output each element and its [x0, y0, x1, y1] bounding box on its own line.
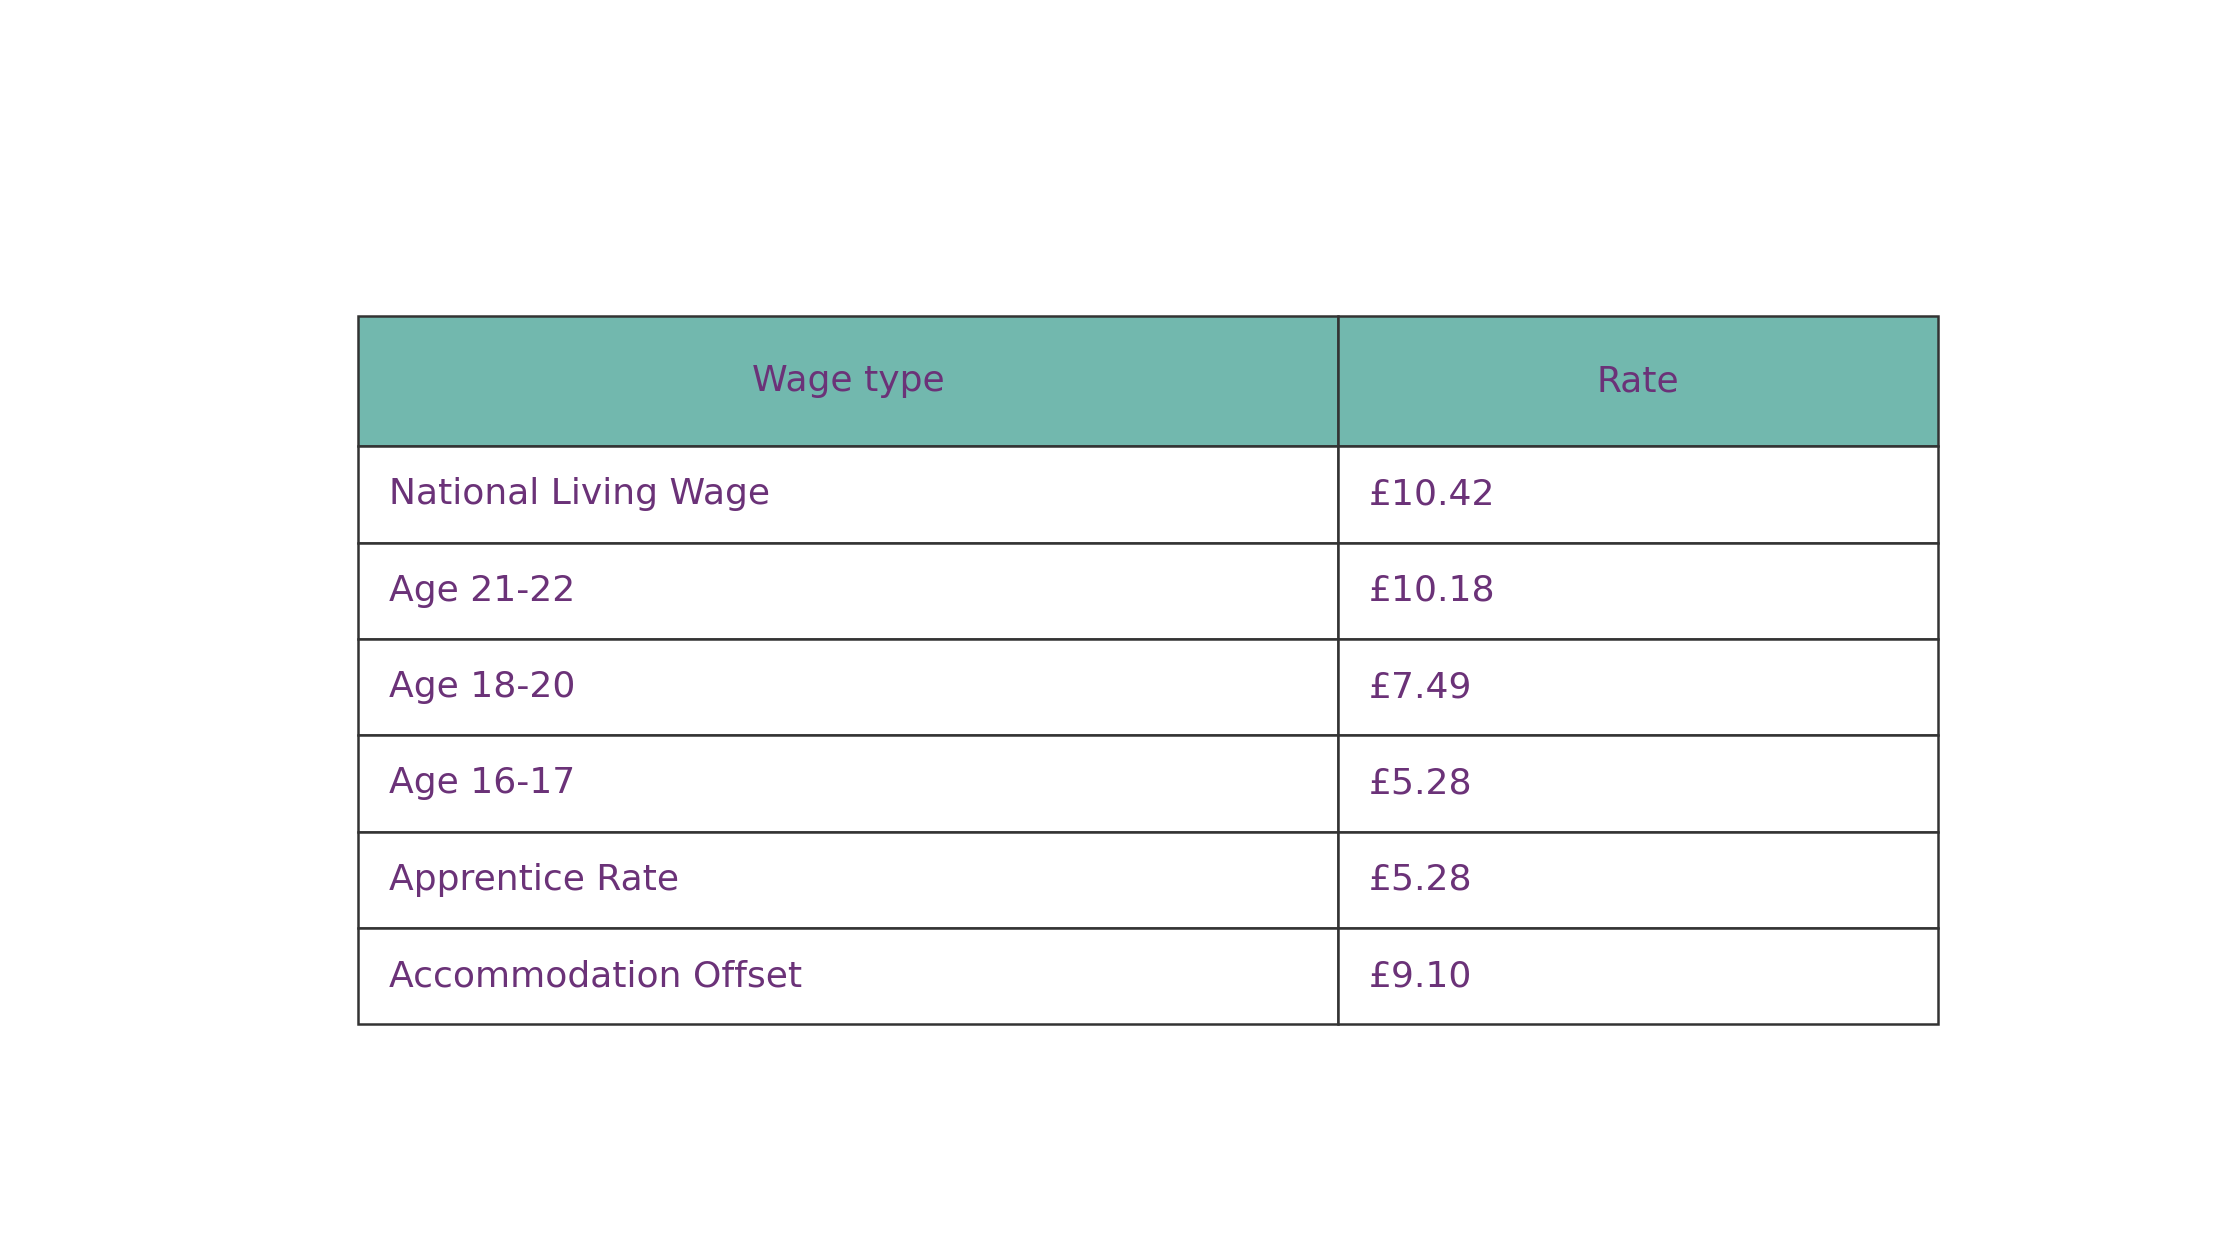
Text: £7.49: £7.49: [1369, 670, 1472, 704]
Bar: [1337, 446, 1938, 543]
Bar: [358, 639, 1337, 736]
Bar: [358, 832, 1337, 929]
Text: Accommodation Offset: Accommodation Offset: [390, 959, 802, 993]
Bar: [358, 929, 1337, 1024]
Text: Apprentice Rate: Apprentice Rate: [390, 863, 679, 897]
Bar: [358, 736, 1337, 832]
Text: Age 18-20: Age 18-20: [390, 670, 576, 704]
Bar: [1337, 736, 1938, 832]
Bar: [358, 316, 1337, 446]
Bar: [1337, 543, 1938, 639]
Text: £10.42: £10.42: [1369, 478, 1496, 512]
Text: Age 16-17: Age 16-17: [390, 766, 576, 800]
Text: National Living Wage: National Living Wage: [390, 478, 771, 512]
Bar: [358, 446, 1337, 543]
Bar: [1337, 639, 1938, 736]
Text: Rate: Rate: [1597, 364, 1680, 398]
Bar: [1337, 832, 1938, 929]
Text: Age 21-22: Age 21-22: [390, 573, 576, 607]
Text: Wage type: Wage type: [753, 364, 943, 398]
Bar: [358, 543, 1337, 639]
Text: £10.18: £10.18: [1369, 573, 1496, 607]
Text: £5.28: £5.28: [1369, 766, 1472, 800]
Bar: [1337, 929, 1938, 1024]
Text: £5.28: £5.28: [1369, 863, 1472, 897]
Bar: [1337, 316, 1938, 446]
Text: £9.10: £9.10: [1369, 959, 1472, 993]
